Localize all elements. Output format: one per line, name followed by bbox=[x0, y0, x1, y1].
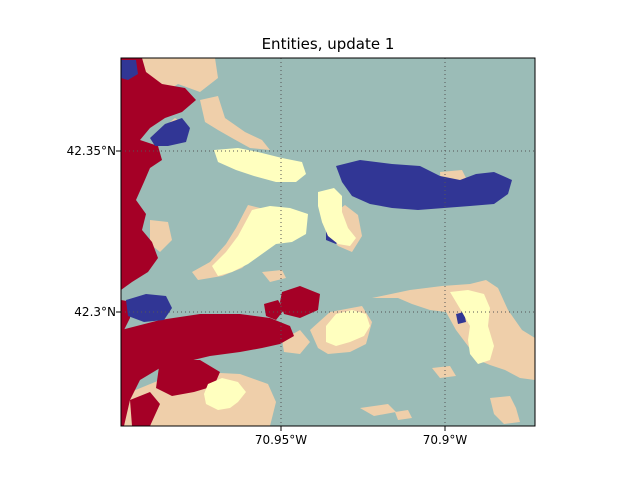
tick-marks bbox=[116, 150, 446, 431]
x-tick-label: 70.9°W bbox=[423, 433, 468, 447]
map-title: Entities, update 1 bbox=[262, 35, 395, 53]
y-tick-label: 42.3°N bbox=[74, 305, 116, 319]
y-tick-label: 42.35°N bbox=[67, 144, 116, 158]
map-area bbox=[121, 58, 535, 426]
map-frame bbox=[120, 57, 536, 427]
red-entity-regions bbox=[121, 58, 320, 426]
graticule bbox=[121, 58, 535, 426]
x-tick-label: 70.95°W bbox=[255, 433, 307, 447]
yellow-entity-regions bbox=[204, 148, 494, 410]
